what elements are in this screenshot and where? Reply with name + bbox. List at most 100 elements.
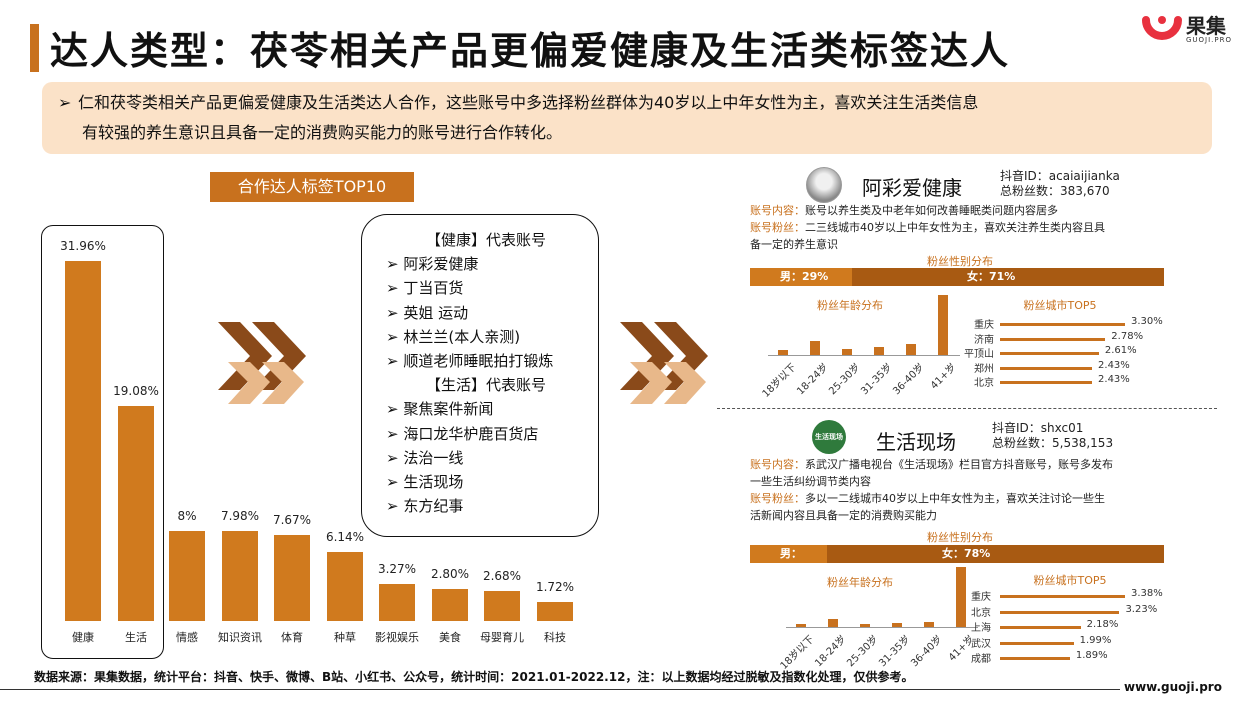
age-axis xyxy=(768,355,960,356)
city-bar xyxy=(1000,626,1081,629)
age-bar xyxy=(778,350,788,355)
intro-panel xyxy=(42,82,1212,154)
list-item-text: 林兰兰(本人亲测) xyxy=(403,327,521,346)
city-bar xyxy=(1000,366,1093,370)
city-value: 2.43% xyxy=(1098,374,1130,385)
list-item-text: 东方纪事 xyxy=(403,497,464,516)
city-name: 北京 xyxy=(971,607,991,619)
age-bar xyxy=(906,344,916,355)
arrow-bullet-icon: ➢ xyxy=(386,303,404,322)
age-bar xyxy=(842,349,852,355)
health-account-item: ➢ 阿彩爱健康 xyxy=(386,252,586,276)
gender-male-label: 男：29% xyxy=(780,270,829,283)
age-title: 粉丝年龄分布 xyxy=(827,576,893,589)
brand-logo xyxy=(1140,10,1240,50)
bar-category-label: 体育 xyxy=(281,631,303,644)
bar-category-label: 母婴育儿 xyxy=(480,631,524,644)
account-meta: 抖音ID：acaiaijianka 总粉丝数：383,670 xyxy=(1000,169,1120,199)
age-bar xyxy=(810,341,820,355)
bar-category-label: 美食 xyxy=(439,631,461,644)
city-name: 武汉 xyxy=(971,638,991,650)
age-bar xyxy=(892,623,902,627)
city-value: 3.23% xyxy=(1125,603,1158,615)
city-name: 成都 xyxy=(971,654,991,665)
account-name: 阿彩爱健康 xyxy=(862,176,962,200)
representative-accounts-box xyxy=(361,214,599,537)
fans-label: 账号粉丝： xyxy=(750,221,805,234)
intro-line-2: 有较强的养生意识且具备一定的消费购买能力的账号进行合作转化。 xyxy=(82,123,563,142)
fans-desc-cont: 备一定的养生意识 xyxy=(750,238,838,251)
city-value: 3.38% xyxy=(1131,588,1163,599)
account-name: 生活现场 xyxy=(876,430,956,454)
fans-desc: 二三线城市40岁以上中年女性为主，喜欢关注养生类内容且具 xyxy=(805,221,1105,234)
city-bar xyxy=(1000,595,1125,598)
city-name: 上海 xyxy=(971,623,991,634)
content-text: 账号以养生类及中老年如何改善睡眠类问题内容居多 xyxy=(805,204,1058,217)
arrow-bullet-icon: ➢ xyxy=(386,424,404,443)
account-id: 抖音ID：shxc01 xyxy=(992,421,1084,435)
gender-title: 粉丝性别分布 xyxy=(927,255,993,268)
gender-male-label: 男：22% xyxy=(750,547,802,578)
city-value: 1.99% xyxy=(1079,634,1112,646)
bar-category-label: 影视娱乐 xyxy=(375,631,419,644)
footer-url[interactable]: www.guoji.pro xyxy=(1124,680,1222,694)
list-item-text: 法治一线 xyxy=(403,448,464,467)
city-value: 3.30% xyxy=(1131,316,1163,327)
representative-accounts-list: 【健康】代表账号 ➢ 阿彩爱健康 ➢ 丁当百货 ➢ 英姐 运动 ➢ 林兰兰(本人亲测)… xyxy=(386,228,586,518)
bar-category-label: 种草 xyxy=(334,631,356,644)
life-account-item: ➢ 海口龙华枦鹿百货店 xyxy=(386,422,586,446)
tag-bar xyxy=(327,551,363,621)
intro-text: ➢ 仁和茯苓类相关产品更偏爱健康及生活类达人合作，这些账号中多选择粉丝群体为40岁… xyxy=(58,88,1198,148)
intro-line-1: 仁和茯苓类相关产品更偏爱健康及生活类达人合作，这些账号中多选择粉丝群体为40岁以… xyxy=(78,93,979,112)
age-bar xyxy=(828,619,838,627)
footer-line xyxy=(0,689,1120,690)
logo-icon xyxy=(1142,16,1182,40)
bar-value-label: 7.67% xyxy=(272,512,312,527)
health-list-heading: 【健康】代表账号 xyxy=(425,231,546,249)
gender-female-bar: 女：71% xyxy=(852,268,1164,286)
logo-text: 果集 xyxy=(1186,14,1226,38)
city-title: 粉丝城市TOP5 xyxy=(1033,574,1107,587)
age-title: 粉丝年龄分布 xyxy=(817,299,883,312)
tag-bar xyxy=(274,534,310,621)
age-bar xyxy=(860,624,870,627)
city-value: 2.78% xyxy=(1111,330,1144,342)
tag-bar xyxy=(169,530,205,621)
list-item-text: 顺道老师睡眠拍打锻炼 xyxy=(403,352,554,371)
avatar-icon xyxy=(806,167,842,203)
city-value: 2.61% xyxy=(1104,345,1137,356)
tag-bar xyxy=(537,601,573,621)
health-account-item: ➢ 林兰兰(本人亲测) xyxy=(386,325,586,349)
life-account-item: ➢ 法治一线 xyxy=(386,446,586,470)
age-bar xyxy=(796,624,806,627)
fans-desc: 多以一二线城市40岁以上中年女性为主，喜欢关注讨论一些生 xyxy=(805,492,1105,505)
city-value: 1.89% xyxy=(1075,650,1108,661)
account-description: 账号内容：账号以养生类及中老年如何改善睡眠类问题内容居多 账号粉丝：二三线城市4… xyxy=(750,202,1160,253)
city-bar xyxy=(1000,610,1120,614)
city-bar xyxy=(1000,657,1070,660)
page-title: 达人类型：茯苓相关产品更偏爱健康及生活类标签达人 xyxy=(50,29,1011,73)
gender-title: 粉丝性别分布 xyxy=(927,531,993,544)
bar-value-label: 2.68% xyxy=(482,568,522,583)
list-item-text: 阿彩爱健康 xyxy=(403,255,479,274)
avatar-icon: 生活现场 xyxy=(812,420,846,454)
highlight-box xyxy=(41,225,164,659)
list-item-text: 英姐 运动 xyxy=(403,303,469,322)
fans-label: 账号粉丝： xyxy=(750,492,805,505)
bar-value-label: 6.14% xyxy=(325,529,365,544)
gender-male-bar: 男：29% xyxy=(750,268,852,286)
fans-desc-cont: 活新闻内容且具备一定的消费购买能力 xyxy=(750,509,937,522)
life-account-item: ➢ 东方纪事 xyxy=(386,494,586,518)
city-value: 2.18% xyxy=(1086,619,1119,630)
city-bar xyxy=(1000,641,1074,645)
bar-value-label: 1.72% xyxy=(535,579,575,594)
bar-value-label: 3.27% xyxy=(377,562,417,577)
footer-source: 数据来源：果集数据，统计平台：抖音、快手、微博、B站、小红书、公众号，统计时间：… xyxy=(34,670,914,684)
bar-category-label: 知识资讯 xyxy=(218,631,262,644)
account-id: 抖音ID：acaiaijianka xyxy=(1000,169,1120,183)
life-account-item: ➢ 生活现场 xyxy=(386,470,586,494)
list-item-text: 丁当百货 xyxy=(403,279,464,298)
list-item-text: 海口龙华枦鹿百货店 xyxy=(403,424,539,443)
city-name: 重庆 xyxy=(971,592,991,603)
health-account-item: ➢ 英姐 运动 xyxy=(386,301,586,325)
